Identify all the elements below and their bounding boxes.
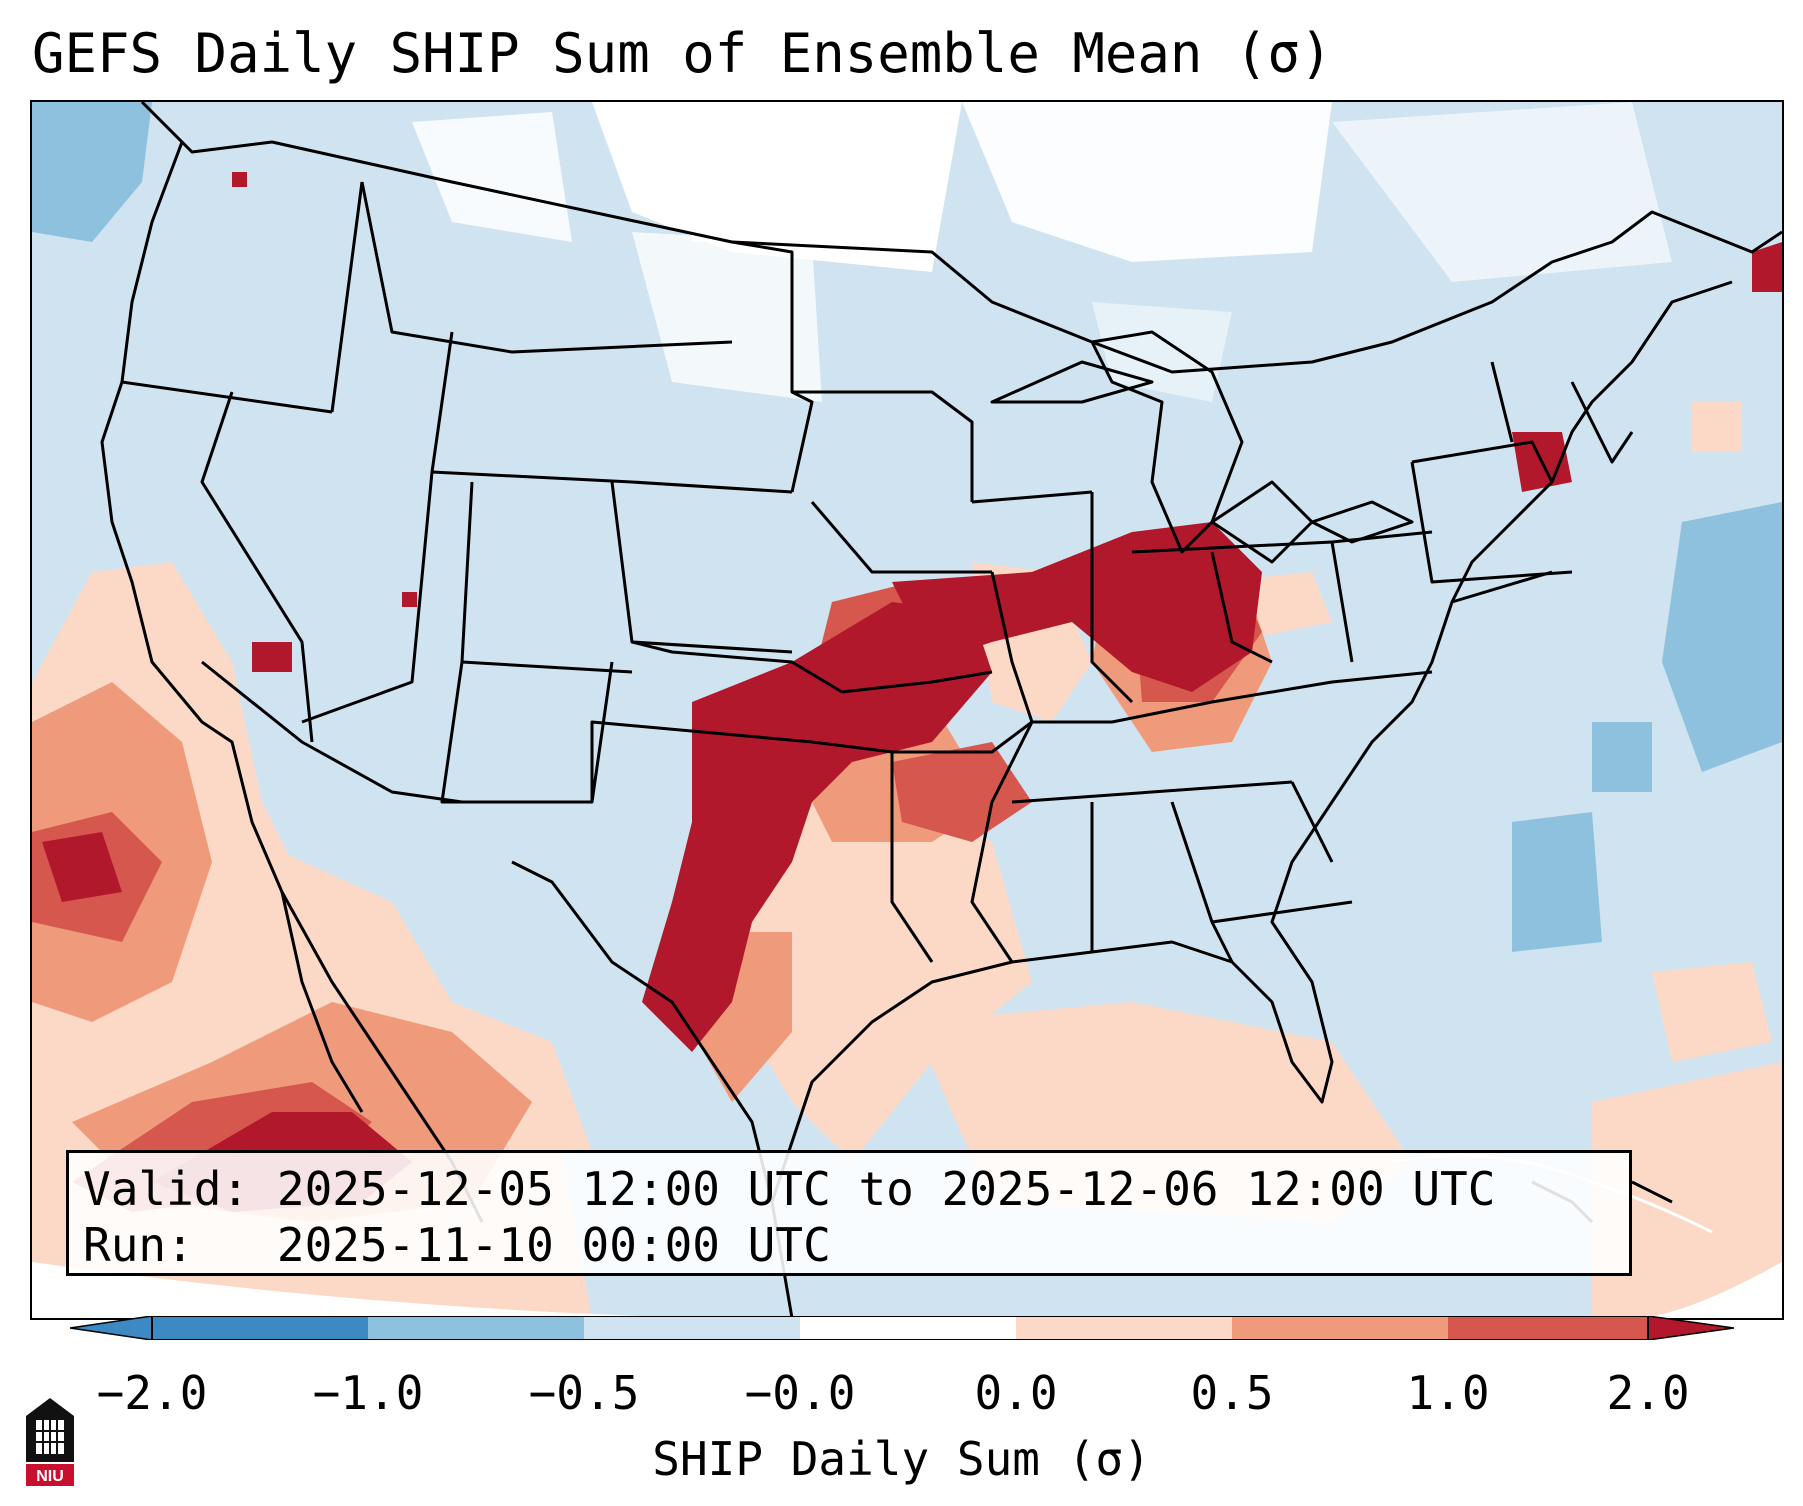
colorbar-segment-7 (1448, 1316, 1648, 1340)
colorbar-segment-6 (1232, 1316, 1448, 1340)
colorbar (70, 1316, 1734, 1340)
run-value: 2025-11-10 00:00 UTC (276, 1218, 831, 1272)
logo-text: NIU (36, 1468, 64, 1485)
tick-label: 0.0 (974, 1366, 1058, 1420)
run-label: Run: (83, 1218, 194, 1272)
map-field (32, 102, 1782, 1318)
tick-label: 0.5 (1190, 1366, 1274, 1420)
tick-label: −2.0 (96, 1366, 208, 1420)
valid-label: Valid: (83, 1162, 250, 1216)
tick-label: 1.0 (1406, 1366, 1490, 1420)
niu-logo: NIU (26, 1398, 74, 1486)
tick-label: −0.5 (528, 1366, 640, 1420)
map-title: GEFS Daily SHIP Sum of Ensemble Mean (σ) (32, 22, 1333, 85)
colorbar-segment-5 (1016, 1316, 1232, 1340)
valid-value: 2025-12-05 12:00 UTC to 2025-12-06 12:00… (276, 1162, 1496, 1216)
colorbar-right-extend (1647, 1316, 1734, 1340)
colorbar-label: SHIP Daily Sum (σ) (652, 1432, 1151, 1486)
valid-run-info-box: Valid: 2025-12-05 12:00 UTC to 2025-12-0… (66, 1150, 1632, 1276)
colorbar-segment-2 (368, 1316, 584, 1340)
forecast-map (30, 100, 1784, 1320)
colorbar-segment-4 (800, 1316, 1016, 1340)
tick-label: −1.0 (312, 1366, 424, 1420)
colorbar-left-extend (70, 1316, 153, 1340)
colorbar-segment-1 (152, 1316, 368, 1340)
tick-label: −0.0 (744, 1366, 856, 1420)
colorbar-segment-3 (584, 1316, 800, 1340)
tick-label: 2.0 (1606, 1366, 1690, 1420)
